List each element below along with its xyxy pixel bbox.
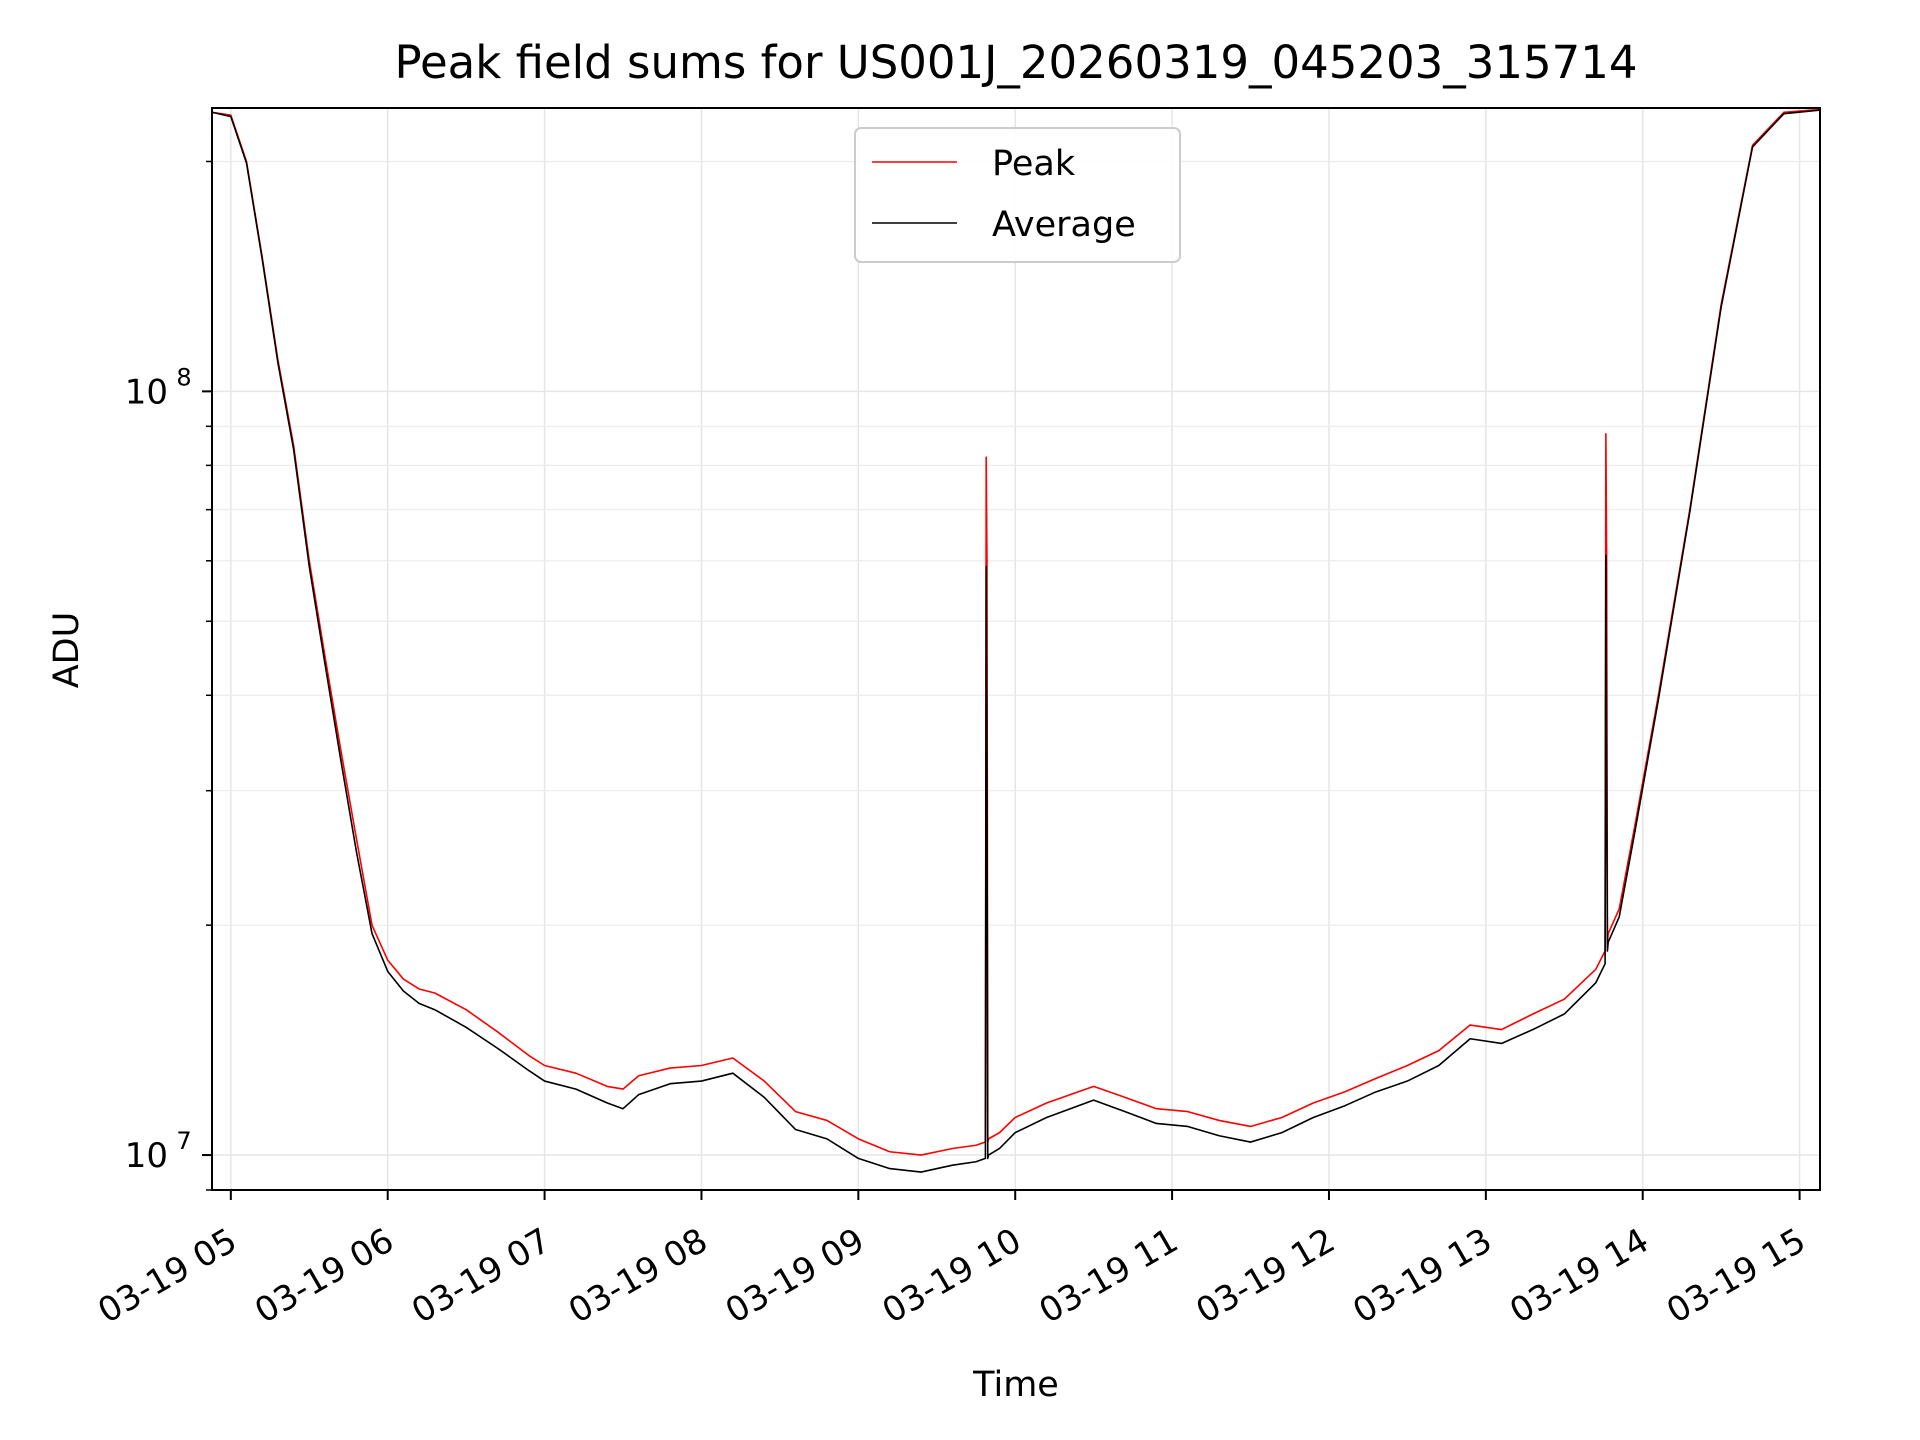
series-line-average [211, 109, 1821, 1173]
legend: Peak Average [854, 127, 1181, 263]
y-axis: 10 7 10 8 [125, 160, 212, 1191]
y-tick-base: 10 [125, 1136, 168, 1176]
chart-title: Peak field sums for US001J_20260319_0452… [394, 36, 1637, 89]
y-tick-label: 10 [125, 1136, 168, 1176]
y-axis-label: ADU [47, 612, 87, 689]
y-tick-exponent: 7 [176, 1127, 191, 1155]
y-tick-base: 10 [125, 372, 168, 412]
grid [212, 108, 1820, 1191]
x-axis-label: Time [972, 1365, 1059, 1405]
legend-label-average: Average [992, 205, 1136, 245]
legend-label-peak: Peak [992, 144, 1076, 184]
y-tick-label: 10 [125, 372, 168, 412]
series-layer [211, 108, 1821, 1173]
y-tick-exponent: 8 [176, 363, 191, 391]
